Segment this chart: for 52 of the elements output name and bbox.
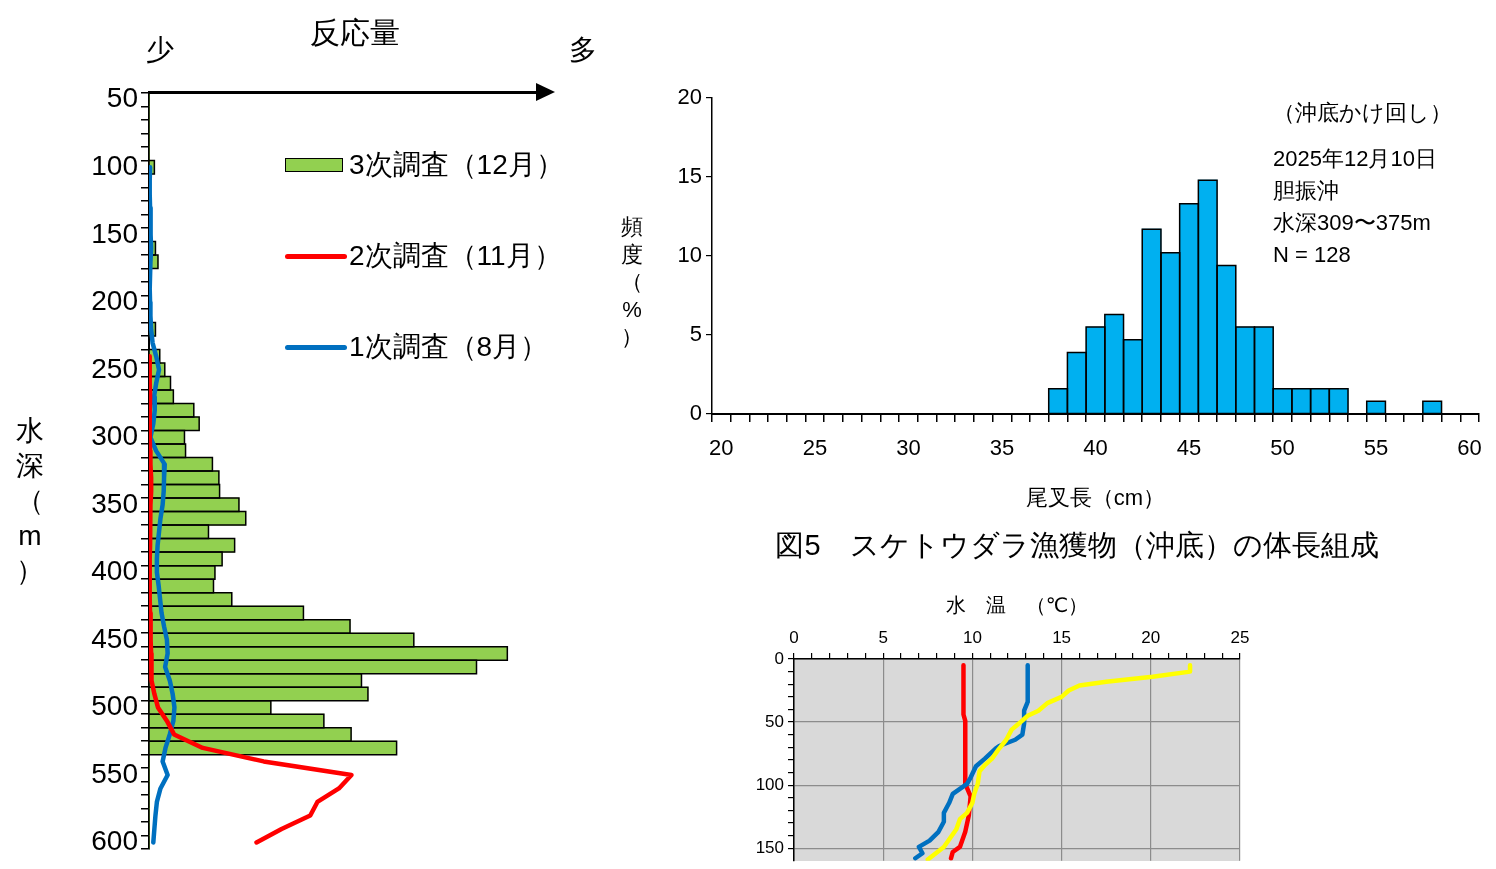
y-tick-label: 300 (91, 420, 138, 452)
y-tick-label: 550 (91, 757, 138, 789)
x-tick-label: 60 (1457, 435, 1482, 461)
annotation: 胆振沖 (1273, 178, 1339, 203)
y-tick-label: 450 (91, 622, 138, 654)
x-tick-label: 55 (1363, 435, 1389, 461)
y-tick-label: 20 (677, 84, 702, 110)
x-tick-label: 35 (989, 435, 1015, 461)
annotation: N = 128 (1273, 242, 1351, 267)
y-tick-label: 400 (91, 555, 138, 587)
y-tick-label: 150 (755, 837, 784, 857)
x-tick-label: 0 (789, 628, 799, 648)
y-tick-label: 100 (755, 774, 784, 794)
text: 多 (569, 34, 597, 65)
y-tick-label: 500 (91, 690, 138, 722)
y-tick-label: 250 (91, 352, 138, 384)
x-tick-label: 45 (1176, 435, 1202, 461)
x-tick-label: 15 (1052, 628, 1072, 648)
y-tick-label: 0 (774, 648, 784, 668)
legend-label: 1次調査（8月） (349, 330, 549, 364)
text: 図5 スケトウダラ漁獲物（沖底）の体長組成 (775, 528, 1379, 561)
x-axis-title: 反応量 (310, 16, 400, 49)
x-tick-label: 5 (878, 628, 888, 648)
x-tick-label: 20 (1141, 628, 1161, 648)
x-tick-label: 25 (1230, 628, 1250, 648)
annotation: 2025年12月10日 (1273, 146, 1437, 171)
x-tick-label: 50 (1270, 435, 1295, 461)
y-tick-label: 10 (677, 242, 702, 268)
x-tick-label: 10 (962, 628, 982, 648)
y-tick-label: 150 (91, 217, 138, 249)
x-tick-label: 25 (802, 435, 828, 461)
x-tick-label: 40 (1083, 435, 1108, 461)
text: 少 (146, 34, 174, 65)
y-tick-label: 200 (91, 285, 138, 317)
y-tick-label: 600 (91, 825, 138, 857)
y-tick-label: 50 (765, 711, 784, 731)
annotation: （沖底かけ回し） (1273, 100, 1452, 125)
y-axis-title: 頻度（%） (621, 213, 643, 351)
y-tick-label: 350 (91, 487, 138, 519)
y-tick-label: 100 (91, 149, 138, 181)
legend-label: 3次調査（12月） (349, 148, 564, 182)
x-axis-title: 水 温 （℃） (945, 593, 1089, 616)
x-axis-title: 尾叉長（cm） (1025, 484, 1166, 510)
x-tick-label: 30 (896, 435, 921, 461)
y-tick-label: 50 (106, 82, 138, 114)
y-tick-label: 5 (689, 321, 702, 347)
legend-label: 2次調査（11月） (349, 239, 562, 273)
y-axis-title: 水深（m） (16, 413, 44, 588)
annotation: 水深309〜375m (1273, 210, 1431, 235)
x-tick-label: 20 (709, 435, 734, 461)
y-tick-label: 15 (677, 163, 702, 189)
y-tick-label: 0 (689, 400, 702, 426)
